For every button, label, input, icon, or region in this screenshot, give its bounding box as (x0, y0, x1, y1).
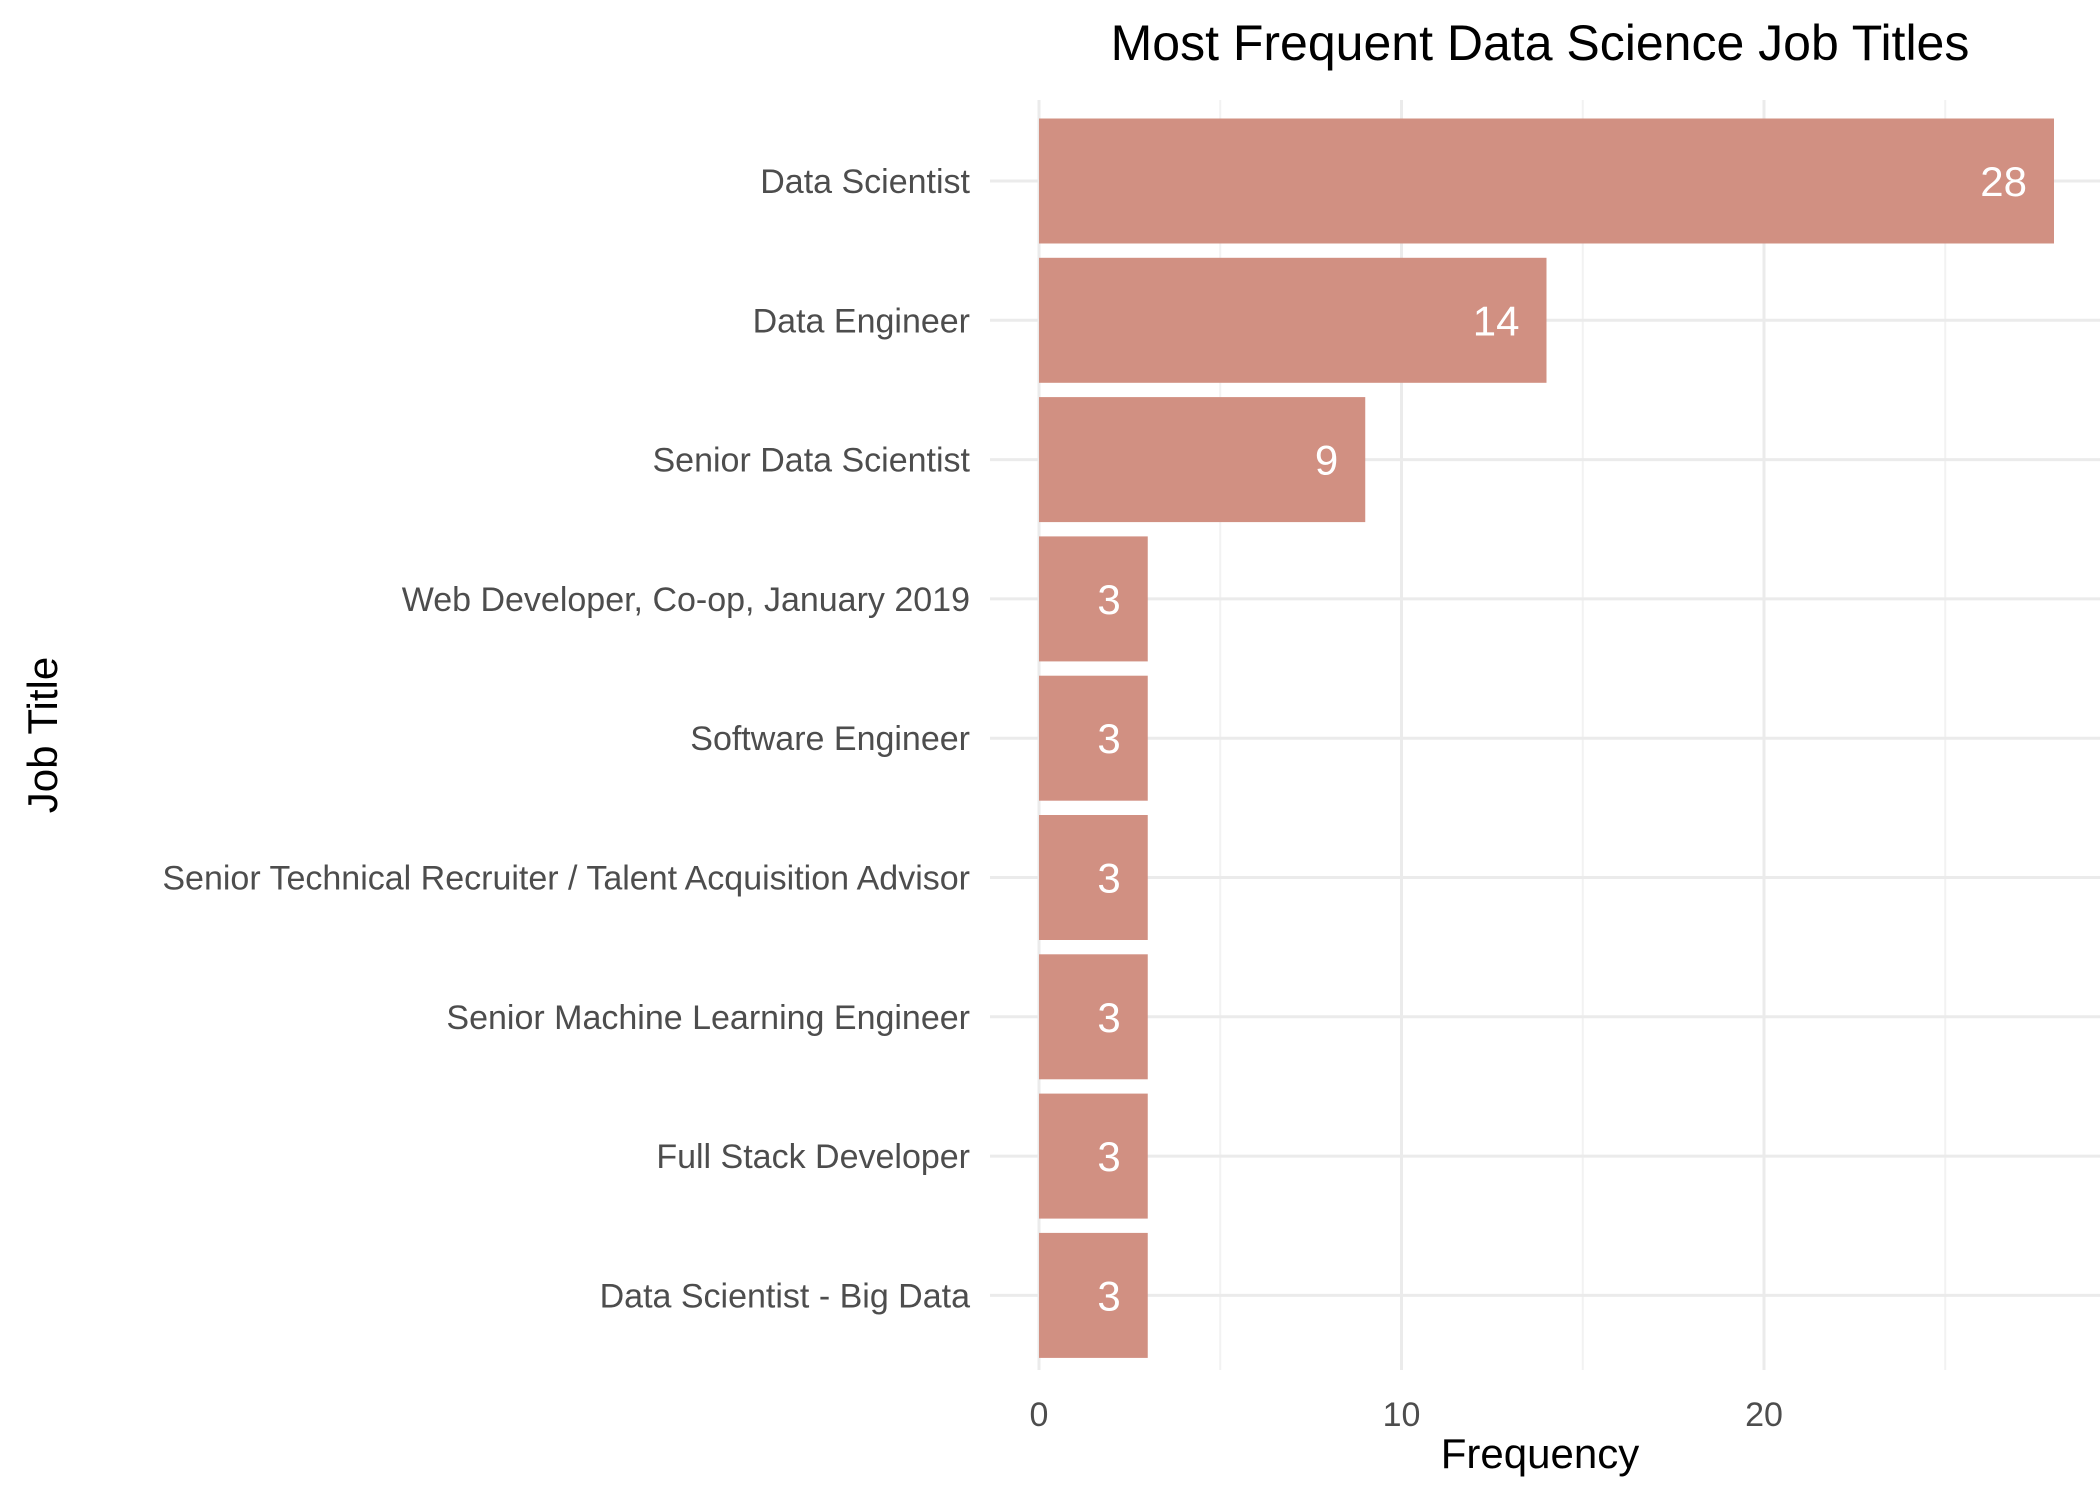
bar (1039, 675, 1148, 801)
x-tick-label: 0 (1030, 1396, 1049, 1434)
category-label: Software Engineer (690, 720, 970, 758)
bar (1039, 815, 1148, 940)
category-label: Senior Technical Recruiter / Talent Acqu… (162, 860, 970, 898)
y-axis-title: Job Title (19, 657, 66, 813)
bar (1039, 397, 1366, 523)
value-label: 3 (1097, 576, 1120, 623)
value-label: 3 (1097, 1133, 1120, 1180)
category-label: Senior Data Scientist (653, 442, 971, 480)
category-label: Web Developer, Co-op, January 2019 (402, 581, 970, 619)
bar (1039, 118, 2054, 244)
bar (1039, 536, 1148, 662)
category-label: Full Stack Developer (656, 1138, 970, 1176)
x-tick-label: 10 (1383, 1396, 1421, 1434)
x-tick-label: 20 (1745, 1396, 1783, 1434)
bar (1039, 954, 1148, 1080)
bar (1039, 1232, 1148, 1358)
value-label: 3 (1097, 715, 1120, 762)
value-label: 9 (1315, 437, 1338, 484)
chart-title: Most Frequent Data Science Job Titles (1111, 15, 1970, 71)
value-label: 14 (1473, 297, 1520, 344)
grid-lines (990, 100, 2100, 1370)
value-label: 28 (1980, 158, 2027, 205)
category-label: Data Scientist (760, 163, 970, 201)
category-label: Senior Machine Learning Engineer (446, 999, 970, 1037)
value-label: 3 (1097, 855, 1120, 902)
bars (1039, 118, 2054, 1358)
x-axis-title: Frequency (1441, 1430, 1639, 1477)
labels: Data Scientist 28 Data Engineer 14 Senior Da… (162, 158, 2027, 1434)
value-label: 3 (1097, 994, 1120, 1041)
value-label: 3 (1097, 1272, 1120, 1319)
bar (1039, 1093, 1148, 1219)
category-label: Data Scientist - Big Data (600, 1277, 970, 1315)
category-label: Data Engineer (753, 302, 970, 340)
bar (1039, 257, 1547, 383)
